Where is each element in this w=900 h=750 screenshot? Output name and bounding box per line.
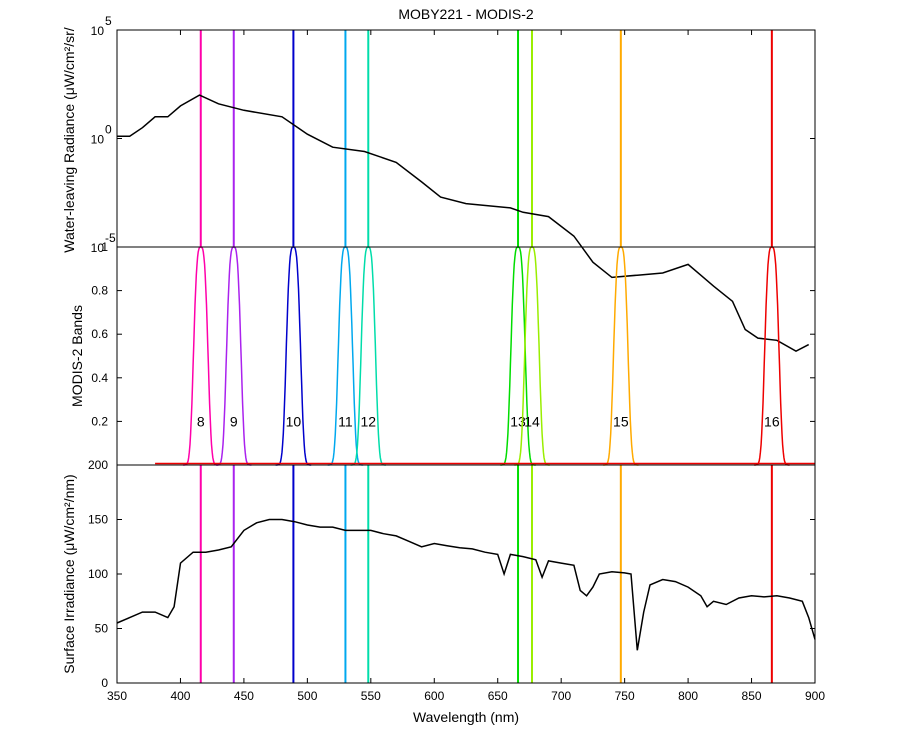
y-tick-label: 100 xyxy=(88,567,108,581)
x-tick-label: 500 xyxy=(297,689,317,703)
band-10-label: 10 xyxy=(286,413,302,429)
band-16-label: 16 xyxy=(764,413,780,429)
plot-frame xyxy=(116,246,816,466)
band-15-label: 15 xyxy=(613,413,629,429)
plot-frame xyxy=(116,29,816,248)
band-9-label: 9 xyxy=(230,413,238,429)
y-tick-label: 0.6 xyxy=(91,327,108,341)
band-8-response xyxy=(183,246,219,466)
x-tick-label: 850 xyxy=(742,689,762,703)
band-15-response xyxy=(603,246,639,466)
y-tick-label: 150 xyxy=(88,513,108,527)
y-tick-label: 1 xyxy=(101,240,108,254)
band-11-label: 11 xyxy=(338,413,353,429)
y-tick-label: 0 xyxy=(101,676,108,690)
y-axis-label: MODIS-2 Bands xyxy=(69,305,85,407)
panel-irradiance: 0 50 100 150 200 Surface Irradiance (μW/cm²/n… xyxy=(61,458,816,690)
x-tick-label: 900 xyxy=(805,689,825,703)
y-axis-label: Water-leaving Radiance (μW/cm²/sr/ xyxy=(61,27,77,252)
band-14-label: 14 xyxy=(524,413,540,429)
band-16-response xyxy=(754,246,790,466)
band-13-response xyxy=(500,246,536,466)
band-9-response xyxy=(216,246,252,466)
y-tick-label: 200 xyxy=(88,458,108,472)
x-axis-label: Wavelength (nm) xyxy=(413,709,519,725)
x-tick-label: 400 xyxy=(170,689,190,703)
x-tick-label: 600 xyxy=(424,689,444,703)
y-tick-label: 0.8 xyxy=(91,284,108,298)
y-tick-label: 10 xyxy=(91,24,105,38)
x-tick-label: 750 xyxy=(615,689,635,703)
y-tick-label: 50 xyxy=(95,622,109,636)
x-tick-label: 350 xyxy=(107,689,127,703)
plot-frame xyxy=(116,464,816,684)
radiance-series-line xyxy=(117,94,810,353)
band-12-label: 12 xyxy=(360,413,376,429)
x-tick-label: 650 xyxy=(488,689,508,703)
x-axis: 350 400 450 500 550 600 650 700 750 800 850 900 xyxy=(107,30,825,703)
y-tick-label: 0.4 xyxy=(91,371,108,385)
x-tick-label: 800 xyxy=(678,689,698,703)
y-tick-exponent: 0 xyxy=(105,123,112,137)
y-axis-label: Surface Irradiance (μW/cm²/nm) xyxy=(61,474,77,673)
band-8-label: 8 xyxy=(197,413,205,429)
irradiance-series-line xyxy=(116,518,816,651)
y-tick-exponent: 5 xyxy=(105,14,112,28)
x-tick-label: 700 xyxy=(551,689,571,703)
y-tick-label: 10 xyxy=(91,133,105,147)
band-10-response xyxy=(275,246,312,466)
y-tick-exponent: -5 xyxy=(105,231,116,245)
x-tick-label: 550 xyxy=(361,689,381,703)
band-14-response xyxy=(514,246,550,466)
x-tick-label: 450 xyxy=(234,689,254,703)
chart-title: MOBY221 - MODIS-2 xyxy=(398,6,534,22)
y-tick-label: 0.2 xyxy=(91,414,108,428)
y-tick-label: 10 xyxy=(91,241,105,255)
